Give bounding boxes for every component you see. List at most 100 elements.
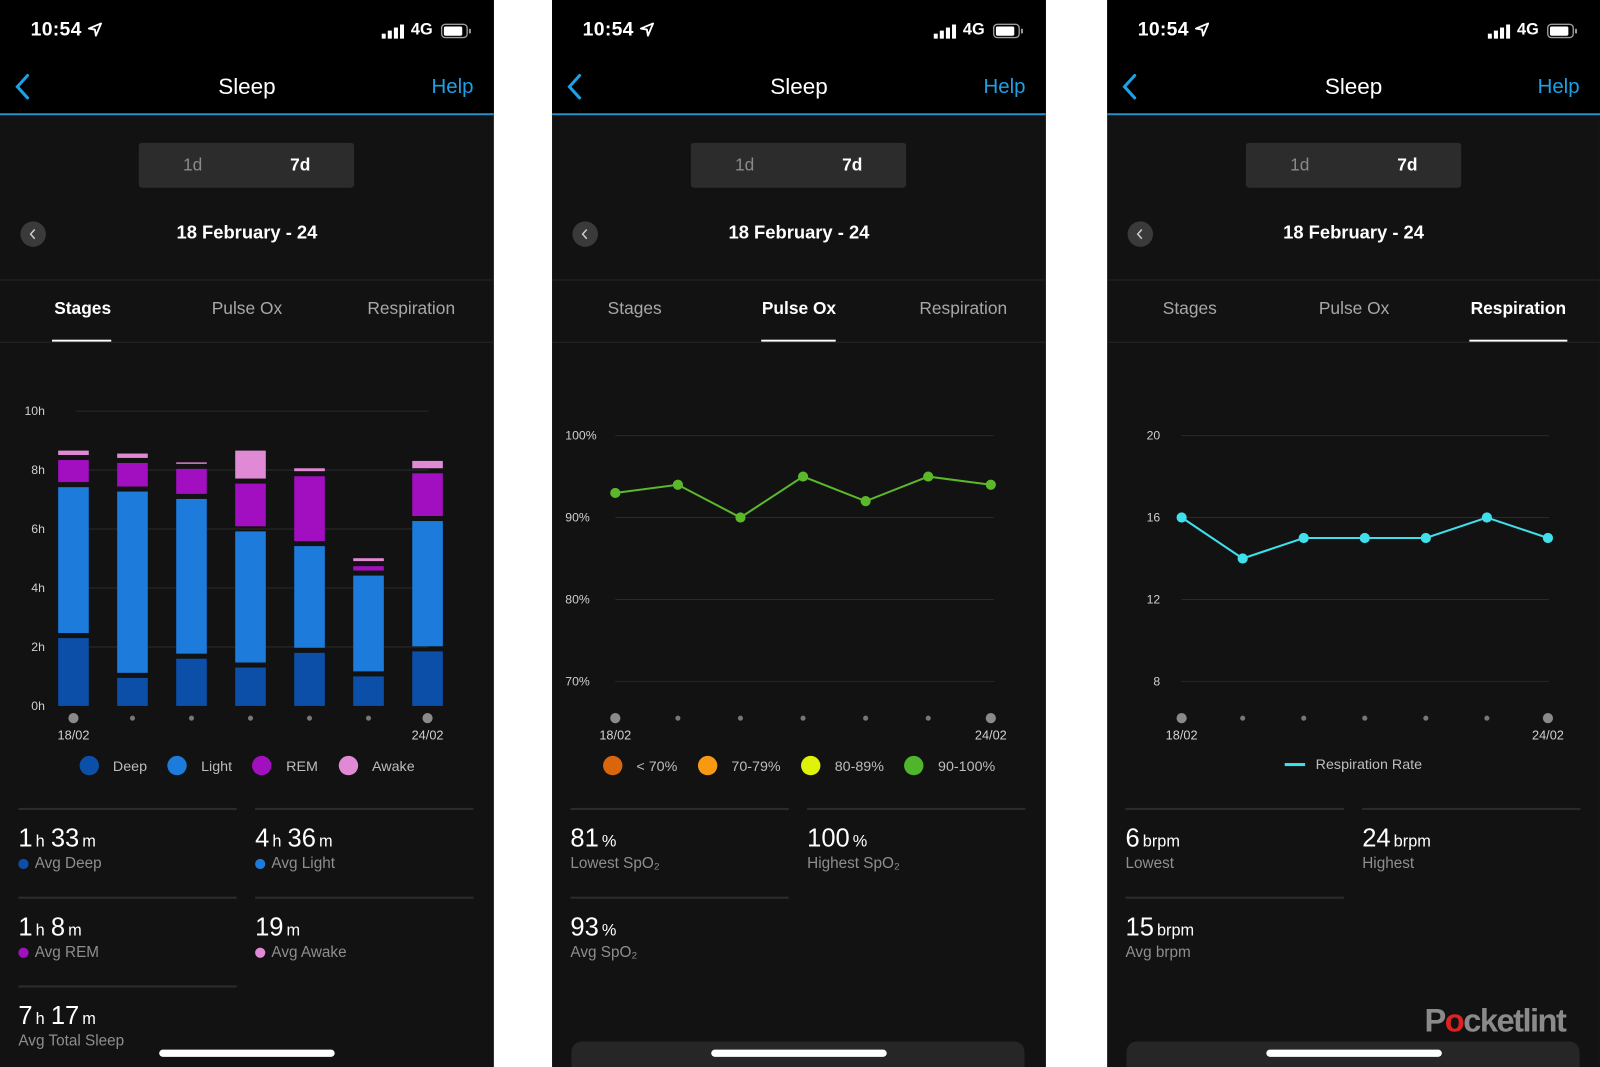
- y-tick-label: 2h: [31, 640, 45, 654]
- x-tick-label: 18/02: [1166, 728, 1198, 743]
- legend-item: Respiration Rate: [1285, 756, 1422, 772]
- legend-item: Light: [167, 755, 232, 776]
- y-tick-label: 90%: [565, 511, 590, 525]
- x-tick-dot: [1423, 715, 1429, 721]
- help-button[interactable]: Help: [431, 75, 474, 98]
- data-point: [1542, 532, 1554, 544]
- data-point: [1481, 512, 1492, 523]
- stat-value: 93%: [570, 913, 622, 943]
- tab-respiration[interactable]: Respiration: [367, 298, 456, 319]
- y-tick-label: 10h: [24, 404, 45, 418]
- legend-label: REM: [286, 757, 318, 774]
- x-tick-label: 18/02: [599, 728, 631, 743]
- legend-dot: [602, 755, 623, 776]
- bar-awake: [117, 453, 148, 458]
- stat-unit: %: [601, 922, 617, 940]
- x-tick-dot: [247, 715, 254, 721]
- bar-light: [294, 546, 325, 648]
- tab-stages[interactable]: Stages: [54, 298, 112, 319]
- segment-7d[interactable]: 7d: [1397, 155, 1418, 175]
- home-indicator[interactable]: [159, 1049, 335, 1057]
- previous-period-button[interactable]: [572, 221, 598, 247]
- stat-number: 19: [255, 912, 284, 942]
- legend-line-swatch: [1285, 762, 1306, 766]
- back-button[interactable]: [10, 71, 34, 102]
- home-indicator[interactable]: [1266, 1049, 1442, 1057]
- back-button[interactable]: [1117, 71, 1141, 102]
- stat-label: Avg Deep: [18, 854, 102, 873]
- y-tick-label: 4h: [31, 581, 45, 595]
- stat-unit: brpm: [1393, 833, 1431, 851]
- period-segmented-control: 1d 7d: [138, 142, 355, 188]
- stat-number: 93: [570, 912, 599, 942]
- stat-label: Avg brpm: [1126, 944, 1191, 961]
- stat-label: Avg Light: [255, 855, 335, 872]
- bar-rem: [117, 462, 148, 487]
- stat-number: 1: [18, 824, 33, 853]
- bar-light: [235, 531, 266, 663]
- help-button[interactable]: Help: [983, 75, 1026, 98]
- stat-number: 36: [287, 824, 316, 853]
- data-point: [610, 487, 621, 499]
- stat-unit: h: [35, 922, 45, 940]
- back-button[interactable]: [562, 71, 586, 102]
- tab-pulse-ox[interactable]: Pulse Ox: [761, 298, 837, 319]
- stat-unit: m: [319, 833, 333, 851]
- date-range: 18 February - 24: [1283, 222, 1425, 243]
- segment-1d[interactable]: 1d: [182, 155, 203, 175]
- data-point: [1359, 532, 1370, 544]
- y-tick-label: 8: [1153, 675, 1160, 689]
- segment-7d[interactable]: 7d: [842, 155, 863, 175]
- previous-period-button[interactable]: [1127, 221, 1154, 247]
- signal-icon: [1487, 24, 1511, 43]
- tab-respiration[interactable]: Respiration: [1470, 298, 1567, 319]
- stat-value: 15 brpm: [1126, 913, 1201, 943]
- tab-pulse-ox[interactable]: Pulse Ox: [1318, 298, 1390, 319]
- chart-1: 70% 80% 90% 100% 18/02 24/02: [565, 429, 1006, 743]
- x-tick-dot: [925, 715, 931, 721]
- period-segmented-control: 1d 7d: [1245, 142, 1462, 188]
- segment-1d[interactable]: 1d: [734, 155, 755, 175]
- stat-value: 81%: [570, 824, 622, 854]
- bar-deep: [294, 652, 325, 706]
- stat-label-text: Highest: [1362, 854, 1415, 873]
- tab-stages[interactable]: Stages: [1162, 298, 1217, 319]
- battery-icon: [992, 23, 1024, 43]
- stat-value: 6 brpm: [1126, 824, 1187, 854]
- bar-awake: [58, 450, 89, 455]
- legend-item: 80-89%: [801, 755, 884, 776]
- bar-deep: [58, 638, 89, 706]
- stat-label-text: Avg Awake: [271, 943, 347, 961]
- bar-awake: [412, 460, 443, 469]
- stat-highest: 24 brpm Highest: [1362, 807, 1581, 897]
- legend-label: < 70%: [636, 757, 678, 774]
- previous-period-button[interactable]: [20, 221, 46, 247]
- legend-item: 90-100%: [904, 755, 995, 776]
- segment-1d[interactable]: 1d: [1290, 155, 1310, 175]
- home-indicator[interactable]: [711, 1049, 887, 1057]
- legend-item: 70-79%: [697, 755, 781, 776]
- divider: [1107, 279, 1600, 281]
- tab-pulse-ox[interactable]: Pulse Ox: [211, 298, 283, 319]
- stat-label-text: Avg Deep: [34, 854, 102, 873]
- help-button[interactable]: Help: [1537, 75, 1580, 98]
- tab-respiration[interactable]: Respiration: [919, 298, 1008, 319]
- segment-7d[interactable]: 7d: [290, 155, 311, 175]
- status-time: 10:54: [582, 19, 634, 41]
- legend-label: 80-89%: [834, 757, 884, 774]
- bar-deep: [117, 677, 148, 706]
- stat-unit: m: [68, 922, 82, 940]
- bar-awake: [294, 468, 325, 472]
- tab-stages[interactable]: Stages: [607, 298, 662, 319]
- x-tick-dot: [1176, 713, 1187, 724]
- stat-number: 6: [1125, 824, 1140, 853]
- y-tick-label: 70%: [565, 675, 590, 689]
- stat-unit: brpm: [1156, 922, 1195, 940]
- location-arrow-icon: [87, 22, 102, 41]
- bar-light: [353, 575, 384, 672]
- bar-awake: [176, 462, 207, 464]
- legend-label: 70-79%: [731, 757, 781, 774]
- chevron-left-icon: [1128, 229, 1154, 251]
- y-tick-label: 100%: [565, 429, 596, 443]
- chart-2: 8 12 16 20 18/02 24/02: [1147, 429, 1564, 743]
